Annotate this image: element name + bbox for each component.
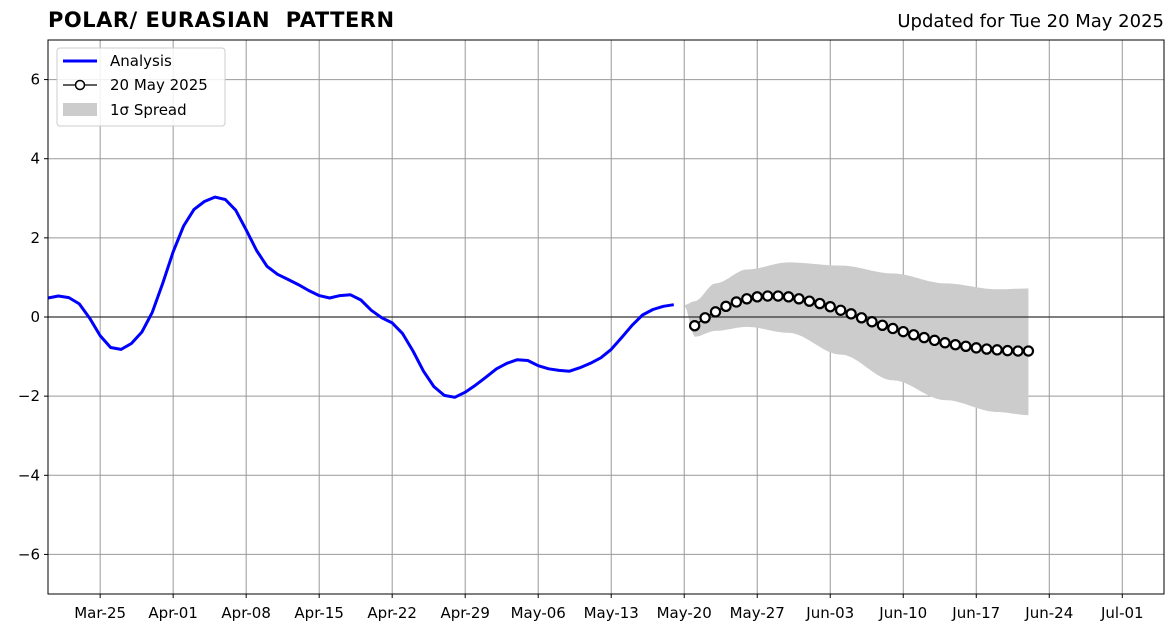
forecast-marker: [834, 304, 847, 316]
y-tick-label: 6: [30, 71, 40, 89]
forecast-marker: [887, 322, 899, 335]
x-tick-label: Jun-03: [805, 604, 854, 622]
x-tick-label: Apr-22: [367, 604, 417, 622]
x-tick-label: Jun-24: [1024, 604, 1073, 622]
forecast-marker: [845, 308, 857, 320]
forecast-series: [688, 290, 1035, 357]
forecast-marker: [688, 320, 701, 332]
forecast-marker: [1001, 344, 1014, 357]
forecast-marker: [960, 340, 972, 352]
forecast-marker: [730, 296, 743, 308]
forecast-marker: [866, 316, 878, 328]
legend-analysis-label: Analysis: [110, 52, 172, 70]
forecast-marker: [741, 293, 753, 305]
x-tick-label: Jul-01: [1100, 604, 1144, 622]
forecast-marker: [1022, 345, 1035, 357]
y-tick-label: −6: [18, 545, 40, 563]
legend-spread-swatch: [63, 103, 97, 116]
spread-band: [684, 262, 1029, 416]
y-tick-label: 4: [30, 150, 40, 168]
forecast-marker: [803, 295, 816, 307]
forecast-marker: [855, 312, 868, 324]
x-tick-label: Jun-10: [878, 604, 927, 622]
forecast-marker: [1012, 345, 1024, 357]
forecast-marker: [897, 325, 909, 338]
x-tick-label: Mar-25: [74, 604, 126, 622]
x-tick-label: Apr-01: [148, 604, 198, 622]
x-tick-label: Apr-08: [221, 604, 271, 622]
forecast-marker: [970, 342, 982, 354]
forecast-marker: [928, 334, 941, 347]
x-tick-label: May-27: [730, 604, 785, 622]
forecast-marker: [793, 293, 805, 305]
legend-box: [56, 47, 226, 127]
legend-forecast-marker: [74, 79, 86, 91]
forecast-marker: [772, 290, 784, 302]
legend-spread-label: 1σ Spread: [110, 101, 187, 119]
x-tick-label: Jun-17: [951, 604, 1000, 622]
y-tick-label: 2: [30, 229, 40, 247]
forecast-marker: [782, 291, 795, 303]
forecast-marker: [699, 312, 711, 324]
forecast-marker: [824, 301, 836, 313]
spread-band-layer: [684, 262, 1029, 416]
forecast-marker: [949, 339, 962, 351]
forecast-marker: [918, 331, 930, 344]
forecast-marker: [751, 291, 763, 303]
x-tick-label: Apr-15: [294, 604, 344, 622]
analysis-line: [47, 195, 675, 399]
updated-label: Updated for Tue 20 May 2025: [897, 11, 1164, 32]
forecast-marker: [907, 329, 920, 341]
legend: Analysis 20 May 2025 1σ Spread: [56, 47, 226, 127]
y-tick-label: 0: [30, 308, 40, 326]
forecast-marker: [720, 300, 732, 313]
x-tick-label: Apr-29: [440, 604, 490, 622]
forecast-marker: [761, 290, 774, 302]
legend-forecast-label: 20 May 2025: [110, 76, 208, 94]
analysis-series: [47, 195, 675, 399]
forecast-marker: [980, 343, 993, 355]
forecast-marker: [876, 319, 889, 332]
x-tick-label: May-13: [584, 604, 639, 622]
forecast-marker: [709, 306, 722, 318]
forecast-marker: [991, 344, 1003, 356]
x-tick-label: May-20: [657, 604, 712, 622]
x-axis: Mar-25 Apr-01 Apr-08 Apr-15 Apr-22 Apr-29 May-…: [74, 594, 1144, 622]
y-tick-label: −2: [18, 387, 40, 405]
x-tick-label: May-06: [511, 604, 566, 622]
chart-title: POLAR/ EURASIAN PATTERN: [48, 8, 395, 32]
y-axis: −6 −4 −2 0 2 4 6: [18, 71, 48, 563]
forecast-marker: [814, 297, 826, 310]
forecast-marker: [939, 337, 951, 349]
y-tick-label: −4: [18, 466, 40, 484]
